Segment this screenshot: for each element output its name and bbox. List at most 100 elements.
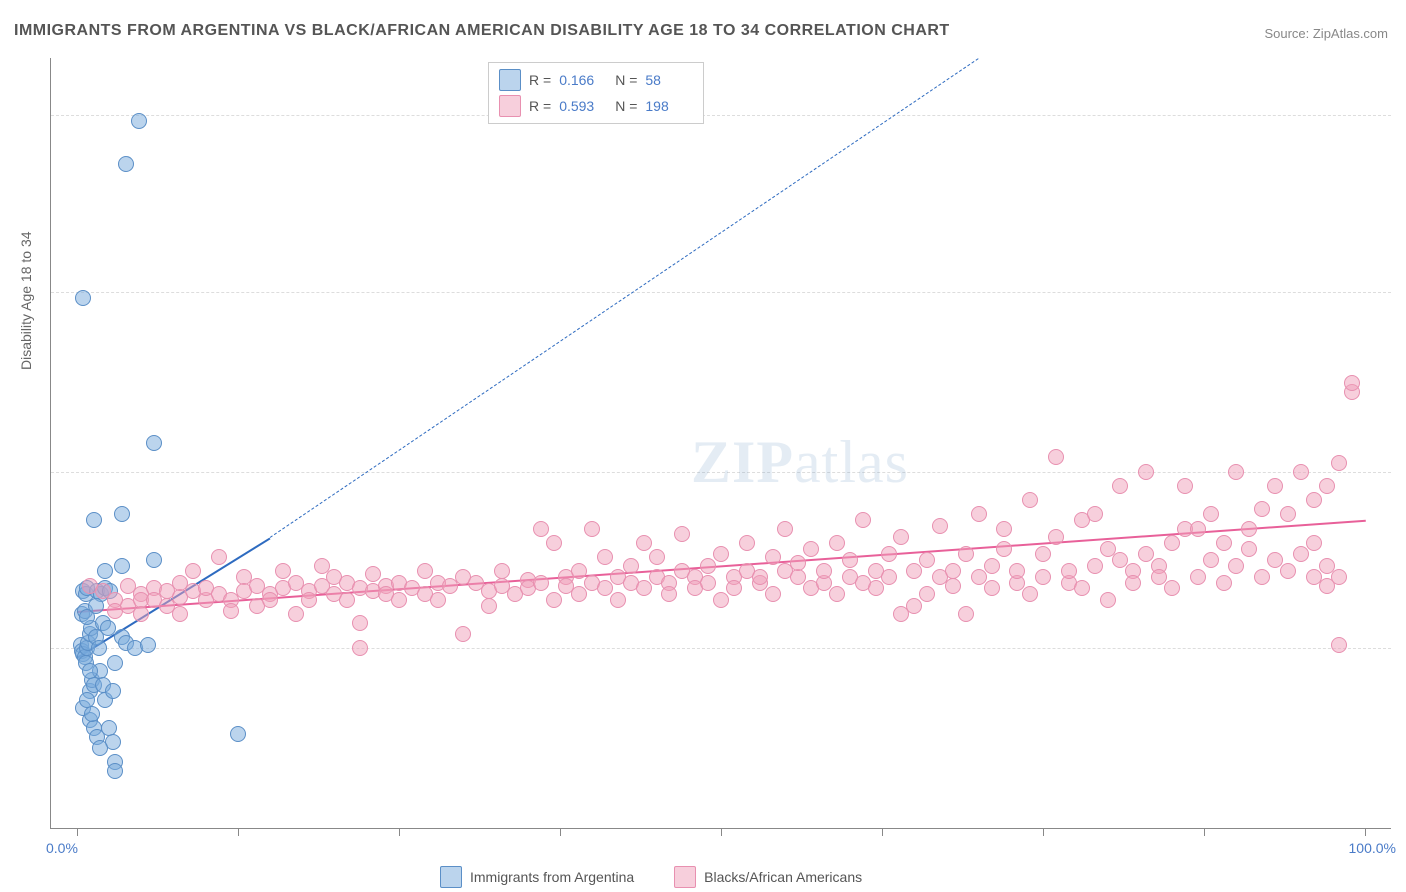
scatter-point (597, 549, 613, 565)
source-link[interactable]: ZipAtlas.com (1313, 26, 1388, 41)
legend-stats-row-1: R = 0.166 N = 58 (499, 67, 693, 93)
source-attribution: Source: ZipAtlas.com (1264, 26, 1388, 41)
legend-swatch-series1 (499, 69, 521, 91)
scatter-point (75, 290, 91, 306)
scatter-point (1177, 478, 1193, 494)
scatter-point (1241, 541, 1257, 557)
scatter-point (430, 592, 446, 608)
scatter-point (1100, 592, 1116, 608)
scatter-point (1280, 563, 1296, 579)
scatter-point (1254, 569, 1270, 585)
scatter-point (881, 546, 897, 562)
legend-swatch-series2 (499, 95, 521, 117)
scatter-point (661, 586, 677, 602)
scatter-point (868, 580, 884, 596)
scatter-point (674, 526, 690, 542)
scatter-point (829, 535, 845, 551)
x-tick (1204, 828, 1205, 836)
scatter-point (649, 549, 665, 565)
scatter-point (91, 640, 107, 656)
legend-swatch-series2 (674, 866, 696, 888)
n-value-2: 198 (645, 98, 693, 114)
x-tick (721, 828, 722, 836)
r-label: R = (529, 98, 551, 114)
gridline (51, 472, 1391, 473)
scatter-point (803, 541, 819, 557)
scatter-point (1022, 586, 1038, 602)
legend-item-2: Blacks/African Americans (674, 866, 862, 888)
scatter-point (1267, 478, 1283, 494)
scatter-point (97, 563, 113, 579)
x-tick (560, 828, 561, 836)
x-tick (399, 828, 400, 836)
scatter-point (623, 558, 639, 574)
watermark: ZIPatlas (691, 428, 909, 497)
scatter-point (391, 592, 407, 608)
chart-title: IMMIGRANTS FROM ARGENTINA VS BLACK/AFRIC… (14, 22, 950, 40)
scatter-point (146, 435, 162, 451)
n-label: N = (615, 72, 637, 88)
scatter-point (829, 586, 845, 602)
scatter-point (185, 563, 201, 579)
scatter-point (1306, 535, 1322, 551)
scatter-point (1009, 563, 1025, 579)
scatter-point (533, 521, 549, 537)
scatter-point (1331, 455, 1347, 471)
scatter-point (107, 763, 123, 779)
scatter-point (584, 521, 600, 537)
scatter-point (84, 706, 100, 722)
scatter-point (230, 726, 246, 742)
scatter-point (86, 512, 102, 528)
n-label: N = (615, 98, 637, 114)
scatter-point (1331, 637, 1347, 653)
scatter-point (777, 521, 793, 537)
scatter-point (1112, 478, 1128, 494)
scatter-point (1087, 558, 1103, 574)
gridline (51, 292, 1391, 293)
scatter-point (958, 546, 974, 562)
scatter-point (1216, 535, 1232, 551)
scatter-point (114, 558, 130, 574)
trend-line (270, 58, 979, 538)
scatter-point (133, 606, 149, 622)
scatter-point (636, 580, 652, 596)
scatter-point (352, 615, 368, 631)
n-value-1: 58 (645, 72, 693, 88)
scatter-point (1203, 506, 1219, 522)
x-label-min: 0.0% (46, 840, 78, 856)
scatter-point (636, 535, 652, 551)
scatter-point (1022, 492, 1038, 508)
scatter-point (546, 535, 562, 551)
legend-series-box: Immigrants from Argentina Blacks/African… (440, 866, 862, 888)
scatter-point (1138, 464, 1154, 480)
scatter-point (726, 580, 742, 596)
x-tick (1043, 828, 1044, 836)
scatter-point (1074, 580, 1090, 596)
legend-item-1: Immigrants from Argentina (440, 866, 634, 888)
scatter-point (114, 506, 130, 522)
x-tick (1365, 828, 1366, 836)
scatter-point (1164, 580, 1180, 596)
scatter-point (610, 592, 626, 608)
r-label: R = (529, 72, 551, 88)
scatter-point (1048, 449, 1064, 465)
scatter-point (1228, 558, 1244, 574)
scatter-point (765, 586, 781, 602)
scatter-point (996, 521, 1012, 537)
scatter-point (1190, 569, 1206, 585)
scatter-point (172, 606, 188, 622)
scatter-point (713, 592, 729, 608)
scatter-point (1061, 563, 1077, 579)
scatter-point (1203, 552, 1219, 568)
scatter-point (211, 549, 227, 565)
scatter-point (1035, 569, 1051, 585)
gridline (51, 648, 1391, 649)
chart-plot-area: ZIPatlas 6.3%12.5%18.8%25.0%0.0%100.0% (50, 58, 1391, 829)
scatter-point (842, 552, 858, 568)
scatter-point (546, 592, 562, 608)
scatter-point (971, 506, 987, 522)
scatter-point (455, 626, 471, 642)
scatter-point (1035, 546, 1051, 562)
scatter-point (700, 575, 716, 591)
scatter-point (82, 663, 98, 679)
